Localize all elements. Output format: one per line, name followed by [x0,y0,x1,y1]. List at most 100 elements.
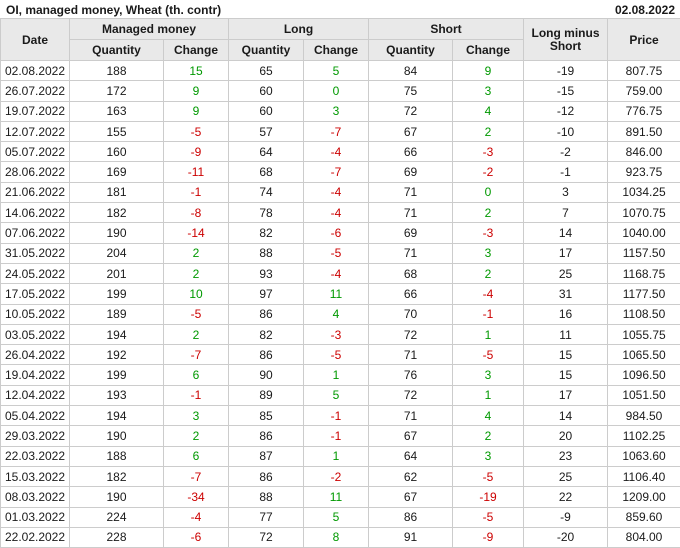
cell-short-chg: -5 [452,344,525,366]
cell-lms: 31 [523,283,609,305]
cell-long-chg: -4 [302,141,370,163]
cell-lms: -20 [523,526,609,548]
cell-mm-chg: 2 [163,323,229,346]
cell-date: 10.05.2022 [0,303,70,325]
cell-long-chg: -2 [302,465,370,488]
col-subheader-mm-quantity: Quantity [69,39,164,61]
cell-price: 846.00 [607,141,680,163]
cell-mm-chg: -1 [163,181,229,204]
cell-price: 1063.60 [607,445,680,467]
cell-long-chg: -4 [302,262,370,285]
cell-short-qty: 62 [368,465,454,488]
cell-long-qty: 68 [228,161,304,183]
table-body: 02.08.2022 188 15 65 5 84 9 -19 807.75 26.07.2022… [0,59,680,548]
col-header-short: Short [368,18,525,40]
cell-long-chg: -5 [302,344,370,366]
cell-price: 923.75 [607,161,680,183]
cell-lms: 22 [523,486,609,508]
cell-short-qty: 67 [368,486,454,508]
report-date: 02.08.2022 [614,2,675,17]
table-row: 22.03.2022 188 6 87 1 64 3 23 1063.60 [0,445,680,467]
cell-lms: -2 [523,141,609,163]
cell-long-qty: 60 [228,100,304,122]
cell-mm-qty: 201 [69,262,164,285]
cell-lms: -9 [523,506,609,528]
cell-long-chg: -4 [302,202,370,224]
cell-lms: -15 [523,80,609,102]
cell-long-chg: -6 [302,222,370,244]
cell-mm-chg: -7 [163,344,229,366]
cell-long-qty: 78 [228,202,304,224]
cell-short-qty: 71 [368,181,454,204]
cell-date: 26.07.2022 [0,80,70,102]
cell-mm-qty: 172 [69,80,164,102]
cell-price: 804.00 [607,526,680,548]
cell-mm-qty: 194 [69,323,164,346]
cell-mm-qty: 188 [69,445,164,467]
cell-date: 03.05.2022 [0,323,70,346]
cell-short-qty: 72 [368,100,454,122]
cell-short-qty: 84 [368,59,454,82]
cell-lms: 15 [523,364,609,386]
table-row: 19.04.2022 199 6 90 1 76 3 15 1096.50 [0,364,680,386]
cell-long-qty: 57 [228,120,304,143]
cell-long-chg: 0 [302,80,370,102]
cell-short-qty: 86 [368,506,454,528]
cell-short-chg: -3 [452,141,525,163]
page-title: OI, managed money, Wheat (th. contr) [6,2,222,17]
cell-short-chg: -2 [452,161,525,183]
cell-lms: -19 [523,59,609,82]
cell-date: 22.02.2022 [0,526,70,548]
cell-mm-qty: 199 [69,283,164,305]
col-header-managed-money: Managed money [69,18,229,40]
cell-short-chg: -19 [452,486,525,508]
cell-short-qty: 91 [368,526,454,548]
cell-short-qty: 76 [368,364,454,386]
cell-long-chg: 4 [302,303,370,325]
table-row: 03.05.2022 194 2 82 -3 72 1 11 1055.75 [0,323,680,346]
oi-table: Date Managed money Long Short Long minus… [0,18,680,548]
cell-mm-chg: -11 [163,161,229,183]
cell-price: 1157.50 [607,242,680,264]
col-subheader-mm-change: Change [163,39,229,61]
cell-long-qty: 93 [228,262,304,285]
cell-short-chg: 3 [452,242,525,264]
cell-long-qty: 86 [228,425,304,447]
cell-long-qty: 77 [228,506,304,528]
cell-short-qty: 71 [368,405,454,427]
cell-long-qty: 82 [228,222,304,244]
col-subheader-short-quantity: Quantity [368,39,454,61]
cell-date: 02.08.2022 [0,59,70,82]
cell-date: 17.05.2022 [0,283,70,305]
cell-price: 1106.40 [607,465,680,488]
cell-short-chg: 4 [452,100,525,122]
cell-long-chg: 3 [302,100,370,122]
cell-date: 12.07.2022 [0,120,70,143]
cell-mm-chg: 15 [163,59,229,82]
table-row: 29.03.2022 190 2 86 -1 67 2 20 1102.25 [0,425,680,447]
table-row: 26.04.2022 192 -7 86 -5 71 -5 15 1065.50 [0,344,680,366]
col-subheader-long-quantity: Quantity [228,39,304,61]
cell-short-qty: 69 [368,161,454,183]
header-sub-row: Quantity Change Quantity Change Quantity… [1,39,680,61]
cell-long-chg: -1 [302,405,370,427]
cell-date: 15.03.2022 [0,465,70,488]
cell-short-chg: 1 [452,384,525,407]
cell-short-chg: 3 [452,445,525,467]
cell-short-chg: 2 [452,262,525,285]
cell-long-chg: -7 [302,161,370,183]
cell-mm-chg: -14 [163,222,229,244]
table-row: 26.07.2022 172 9 60 0 75 3 -15 759.00 [0,80,680,102]
cell-long-chg: 11 [302,486,370,508]
cell-long-qty: 65 [228,59,304,82]
cell-lms: 17 [523,242,609,264]
cell-mm-qty: 160 [69,141,164,163]
cell-price: 1065.50 [607,344,680,366]
cell-short-qty: 70 [368,303,454,325]
table-row: 14.06.2022 182 -8 78 -4 71 2 7 1070.75 [0,202,680,224]
header-group-row: Date Managed money Long Short Long minus… [0,18,680,61]
cell-short-chg: 3 [452,364,525,386]
cell-short-chg: 2 [452,425,525,447]
cell-lms: 7 [523,202,609,224]
table-row: 22.02.2022 228 -6 72 8 91 -9 -20 804.00 [0,526,680,548]
